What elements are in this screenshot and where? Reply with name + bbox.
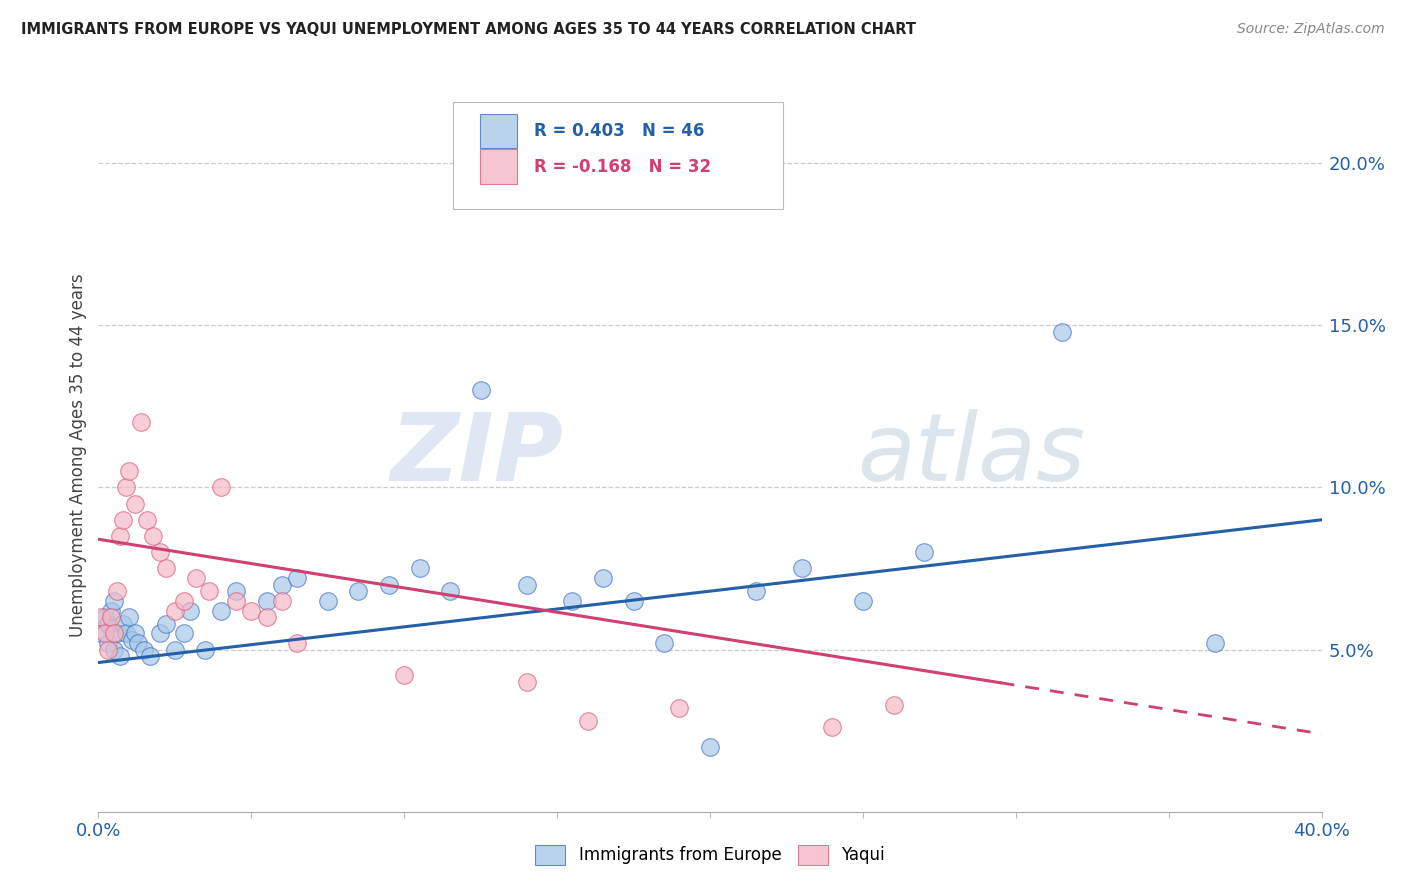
Point xyxy=(105,626,128,640)
Point xyxy=(179,604,201,618)
Point xyxy=(142,529,165,543)
Point xyxy=(408,561,430,575)
Point xyxy=(121,632,143,647)
Point xyxy=(173,594,195,608)
Point xyxy=(129,416,152,430)
Point xyxy=(652,636,675,650)
Legend: Immigrants from Europe, Yaqui: Immigrants from Europe, Yaqui xyxy=(529,838,891,871)
Point xyxy=(100,604,122,618)
Point xyxy=(127,636,149,650)
Point xyxy=(97,616,120,631)
Point xyxy=(186,571,208,585)
Point xyxy=(124,626,146,640)
Point xyxy=(90,626,112,640)
Point xyxy=(139,648,162,663)
Point xyxy=(97,636,120,650)
Point xyxy=(516,675,538,690)
Point xyxy=(699,739,721,754)
Point xyxy=(576,714,599,728)
Point xyxy=(285,571,308,585)
Point xyxy=(100,610,122,624)
Point xyxy=(118,464,141,478)
Point xyxy=(256,610,278,624)
Point xyxy=(745,584,768,599)
Point xyxy=(392,668,416,682)
Point xyxy=(1050,325,1073,339)
Point xyxy=(149,626,172,640)
Point xyxy=(103,626,125,640)
Point xyxy=(912,545,935,559)
Point xyxy=(270,594,292,608)
Point xyxy=(115,626,138,640)
Point xyxy=(256,594,278,608)
Point xyxy=(592,571,614,585)
Text: R = 0.403   N = 46: R = 0.403 N = 46 xyxy=(534,122,704,140)
Point xyxy=(118,610,141,624)
Point xyxy=(111,616,134,631)
Point xyxy=(240,604,263,618)
Point xyxy=(136,513,159,527)
Point xyxy=(93,610,115,624)
Point xyxy=(124,497,146,511)
Point xyxy=(173,626,195,640)
Point xyxy=(209,604,232,618)
Point xyxy=(561,594,583,608)
Point xyxy=(97,642,120,657)
Point xyxy=(225,584,247,599)
FancyBboxPatch shape xyxy=(479,114,517,148)
Point xyxy=(108,529,131,543)
Point xyxy=(270,577,292,591)
Text: ZIP: ZIP xyxy=(391,409,564,501)
Point xyxy=(155,616,177,631)
Point xyxy=(155,561,177,575)
Point xyxy=(852,594,875,608)
Y-axis label: Unemployment Among Ages 35 to 44 years: Unemployment Among Ages 35 to 44 years xyxy=(69,273,87,637)
FancyBboxPatch shape xyxy=(479,150,517,184)
Text: Source: ZipAtlas.com: Source: ZipAtlas.com xyxy=(1237,22,1385,37)
Point xyxy=(316,594,339,608)
Point xyxy=(790,561,813,575)
Point xyxy=(1204,636,1226,650)
Point xyxy=(668,701,690,715)
Point xyxy=(103,594,125,608)
Point xyxy=(103,642,125,657)
Point xyxy=(821,720,844,734)
Point xyxy=(225,594,247,608)
Point xyxy=(623,594,645,608)
Point xyxy=(470,383,492,397)
Point xyxy=(163,604,186,618)
Point xyxy=(197,584,219,599)
Point xyxy=(883,698,905,712)
Point xyxy=(90,610,112,624)
Point xyxy=(439,584,461,599)
Point xyxy=(115,480,138,494)
Point xyxy=(93,626,115,640)
Point xyxy=(134,642,156,657)
Point xyxy=(285,636,308,650)
Text: IMMIGRANTS FROM EUROPE VS YAQUI UNEMPLOYMENT AMONG AGES 35 TO 44 YEARS CORRELATI: IMMIGRANTS FROM EUROPE VS YAQUI UNEMPLOY… xyxy=(21,22,917,37)
Point xyxy=(105,584,128,599)
Point xyxy=(347,584,370,599)
Point xyxy=(108,648,131,663)
Point xyxy=(516,577,538,591)
Point xyxy=(378,577,401,591)
Point xyxy=(149,545,172,559)
FancyBboxPatch shape xyxy=(453,102,783,209)
Text: atlas: atlas xyxy=(856,409,1085,500)
Point xyxy=(209,480,232,494)
Point xyxy=(194,642,217,657)
Point xyxy=(163,642,186,657)
Text: R = -0.168   N = 32: R = -0.168 N = 32 xyxy=(534,158,711,176)
Point xyxy=(111,513,134,527)
